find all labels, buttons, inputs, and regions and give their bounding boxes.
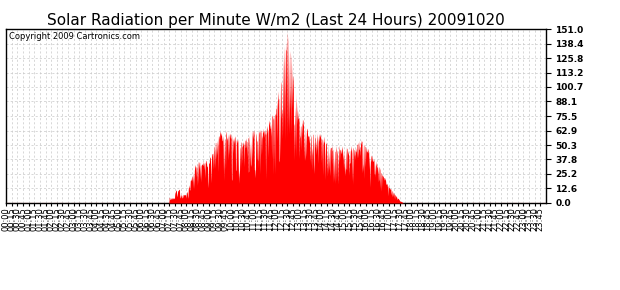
Title: Solar Radiation per Minute W/m2 (Last 24 Hours) 20091020: Solar Radiation per Minute W/m2 (Last 24… xyxy=(47,13,505,28)
Text: Copyright 2009 Cartronics.com: Copyright 2009 Cartronics.com xyxy=(9,32,140,41)
